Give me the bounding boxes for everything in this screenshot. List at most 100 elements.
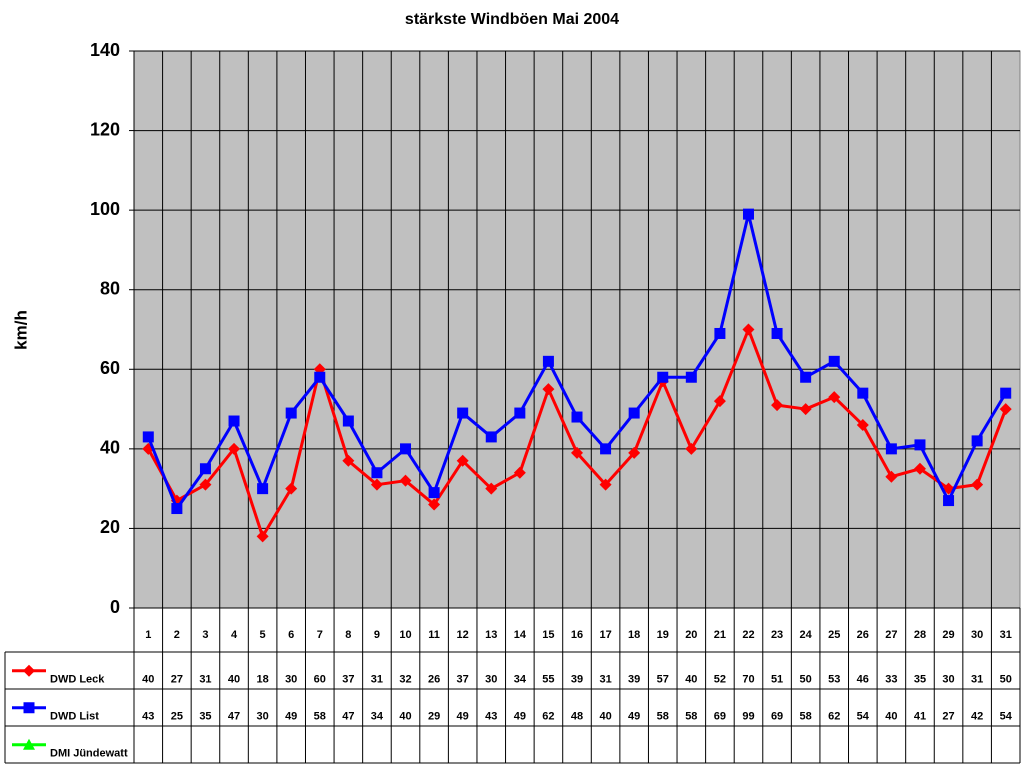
marker xyxy=(485,482,498,495)
y-tick-label: 40 xyxy=(100,438,120,458)
table-value: 50 xyxy=(1000,674,1012,686)
table-value: 99 xyxy=(742,711,754,723)
x-tick-label: 11 xyxy=(428,629,440,641)
marker xyxy=(285,482,298,495)
legend-label: DWD List xyxy=(50,711,99,723)
y-tick-label: 0 xyxy=(110,597,120,617)
x-tick-label: 15 xyxy=(542,629,554,641)
table-value: 40 xyxy=(399,711,411,723)
table-value: 47 xyxy=(342,711,354,723)
marker xyxy=(513,466,526,479)
table-value: 39 xyxy=(628,674,640,686)
marker xyxy=(657,371,669,383)
marker xyxy=(542,355,554,367)
x-tick-label: 9 xyxy=(374,629,380,641)
x-tick-label: 20 xyxy=(685,629,697,641)
y-tick-label: 60 xyxy=(100,358,120,378)
x-tick-label: 23 xyxy=(771,629,783,641)
table-value: 37 xyxy=(342,674,354,686)
table-value: 40 xyxy=(885,711,897,723)
marker xyxy=(742,208,754,220)
table-value: 41 xyxy=(914,711,926,723)
marker xyxy=(428,487,440,499)
marker xyxy=(599,478,612,491)
marker xyxy=(914,439,926,451)
marker xyxy=(685,371,697,383)
y-tick-label: 20 xyxy=(100,517,120,537)
table-value: 37 xyxy=(457,674,469,686)
marker xyxy=(314,371,326,383)
marker xyxy=(885,470,898,483)
marker xyxy=(257,483,269,495)
marker xyxy=(456,454,469,467)
x-tick-label: 7 xyxy=(317,629,323,641)
table-value: 30 xyxy=(485,674,497,686)
table-value: 43 xyxy=(485,711,497,723)
marker xyxy=(142,431,154,443)
marker xyxy=(628,407,640,419)
marker xyxy=(999,403,1012,416)
table-value: 51 xyxy=(771,674,783,686)
marker xyxy=(199,478,212,491)
marker xyxy=(856,418,869,431)
x-tick-label: 30 xyxy=(971,629,983,641)
table-value: 26 xyxy=(428,674,440,686)
x-tick-label: 2 xyxy=(174,629,180,641)
table-value: 49 xyxy=(628,711,640,723)
table-value: 27 xyxy=(942,711,954,723)
table-value: 40 xyxy=(142,674,154,686)
table-value: 31 xyxy=(599,674,611,686)
x-tick-label: 6 xyxy=(288,629,294,641)
marker xyxy=(600,443,612,455)
marker xyxy=(742,323,755,336)
legend-label: DWD Leck xyxy=(50,674,105,686)
x-tick-label: 17 xyxy=(599,629,611,641)
marker xyxy=(943,495,955,507)
marker xyxy=(285,407,297,419)
marker xyxy=(428,498,441,511)
x-tick-label: 8 xyxy=(345,629,351,641)
x-tick-label: 12 xyxy=(457,629,469,641)
table-value: 54 xyxy=(1000,711,1013,723)
marker xyxy=(971,435,983,447)
marker xyxy=(799,403,812,416)
table-value: 31 xyxy=(971,674,983,686)
marker xyxy=(714,327,726,339)
marker xyxy=(371,467,383,479)
marker xyxy=(571,446,583,459)
table-value: 25 xyxy=(171,711,183,723)
table-value: 49 xyxy=(514,711,526,723)
x-tick-label: 4 xyxy=(231,629,238,641)
y-tick-label: 140 xyxy=(90,40,120,60)
table-value: 57 xyxy=(657,674,669,686)
table-value: 53 xyxy=(828,674,840,686)
x-tick-label: 31 xyxy=(1000,629,1012,641)
x-tick-label: 27 xyxy=(885,629,897,641)
table-value: 58 xyxy=(657,711,669,723)
marker xyxy=(485,431,497,443)
plot-area xyxy=(133,50,1021,609)
x-tick-label: 28 xyxy=(914,629,926,641)
marker xyxy=(857,387,869,399)
y-tick-label: 80 xyxy=(100,278,120,298)
marker xyxy=(771,327,783,339)
table-value: 40 xyxy=(685,674,697,686)
table-value: 39 xyxy=(571,674,583,686)
marker xyxy=(457,407,469,419)
marker xyxy=(828,355,840,367)
marker xyxy=(342,454,355,467)
table-value: 32 xyxy=(399,674,411,686)
marker xyxy=(542,383,555,396)
x-tick-label: 19 xyxy=(657,629,669,641)
table-value: 49 xyxy=(457,711,469,723)
table-value: 30 xyxy=(942,674,954,686)
table-value: 69 xyxy=(771,711,783,723)
x-tick-label: 29 xyxy=(942,629,954,641)
x-tick-label: 13 xyxy=(485,629,497,641)
marker xyxy=(628,446,641,459)
x-tick-label: 25 xyxy=(828,629,840,641)
x-tick-label: 21 xyxy=(714,629,726,641)
table-value: 60 xyxy=(314,674,326,686)
table-value: 34 xyxy=(371,711,384,723)
